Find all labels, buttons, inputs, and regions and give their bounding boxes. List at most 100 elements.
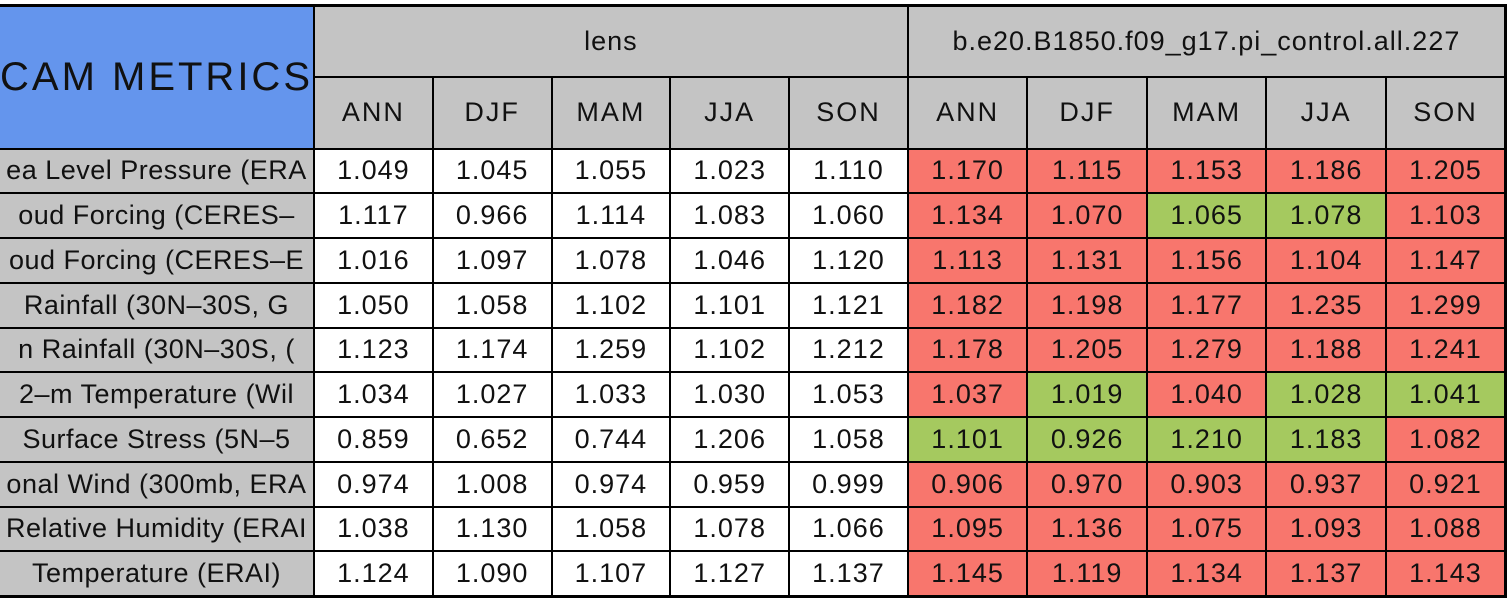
metric-value-cell: 1.198 — [1026, 281, 1148, 329]
metric-value-cell: 1.102 — [669, 326, 791, 374]
metric-value-cell: 0.903 — [1145, 460, 1268, 508]
metric-value-cell: 1.205 — [1384, 147, 1507, 195]
metric-value-cell: 1.121 — [788, 281, 909, 329]
metric-value-cell: 1.033 — [550, 371, 672, 418]
season-header-jja-control: JJA — [1265, 75, 1387, 150]
season-header-jja-lens: JJA — [669, 75, 791, 150]
metric-value-cell: 1.136 — [1026, 505, 1148, 553]
metric-value-cell: 1.101 — [906, 416, 1029, 463]
season-header-djf-lens: DJF — [431, 75, 553, 150]
table-row: Relative Humidity (ERAI 1.038 1.130 1.058 1.… — [0, 505, 1507, 553]
metric-value-cell: 1.183 — [1265, 416, 1387, 463]
metric-value-cell: 0.999 — [788, 460, 909, 508]
metric-value-cell: 1.060 — [788, 192, 909, 239]
metric-value-cell: 1.210 — [1145, 416, 1268, 463]
metric-value-cell: 0.744 — [550, 416, 672, 463]
metric-value-cell: 1.119 — [1026, 550, 1148, 597]
metric-value-cell: 1.206 — [669, 416, 791, 463]
metric-row-label: Rainfall (30N–30S, G — [0, 281, 315, 329]
metric-row-label: oud Forcing (CERES– — [0, 192, 315, 239]
metric-value-cell: 1.078 — [669, 505, 791, 553]
metric-value-cell: 1.055 — [550, 147, 672, 195]
metric-value-cell: 1.053 — [788, 371, 909, 418]
metric-value-cell: 1.095 — [906, 505, 1029, 553]
metric-value-cell: 1.241 — [1384, 326, 1507, 374]
metric-value-cell: 1.093 — [1265, 505, 1387, 553]
metric-row-label: n Rainfall (30N–30S, ( — [0, 326, 315, 374]
metric-value-cell: 1.065 — [1145, 192, 1268, 239]
table-row: oud Forcing (CERES– 1.117 0.966 1.114 1.083 1… — [0, 192, 1507, 239]
season-header-row: ANN DJF MAM JJA SON ANN DJF MAM JJA SON — [0, 75, 1507, 150]
season-header-mam-lens: MAM — [550, 75, 672, 150]
season-header-mam-control: MAM — [1145, 75, 1268, 150]
metric-value-cell: 1.182 — [906, 281, 1029, 329]
metrics-table-body: ea Level Pressure (ERA 1.049 1.045 1.055 1.0… — [0, 147, 1507, 597]
season-header-son-lens: SON — [788, 75, 909, 150]
metric-value-cell: 1.066 — [788, 505, 909, 553]
metric-value-cell: 0.974 — [550, 460, 672, 508]
metric-value-cell: 1.016 — [313, 237, 434, 284]
metric-row-label: Surface Stress (5N–5 — [0, 416, 315, 463]
table-row: 2–m Temperature (Wil 1.034 1.027 1.033 1.030… — [0, 371, 1507, 418]
metric-value-cell: 1.123 — [313, 326, 434, 374]
metric-value-cell: 1.113 — [906, 237, 1029, 284]
metric-value-cell: 1.279 — [1145, 326, 1268, 374]
metric-value-cell: 1.235 — [1265, 281, 1387, 329]
metric-value-cell: 1.114 — [550, 192, 672, 239]
metric-value-cell: 1.110 — [788, 147, 909, 195]
metric-value-cell: 1.058 — [431, 281, 553, 329]
metric-value-cell: 0.937 — [1265, 460, 1387, 508]
metric-value-cell: 1.127 — [669, 550, 791, 597]
metric-value-cell: 1.088 — [1384, 505, 1507, 553]
metric-value-cell: 1.019 — [1026, 371, 1148, 418]
metric-row-label: oud Forcing (CERES–E — [0, 237, 315, 284]
metric-value-cell: 1.174 — [431, 326, 553, 374]
metric-value-cell: 1.046 — [669, 237, 791, 284]
metric-value-cell: 1.147 — [1384, 237, 1507, 284]
metric-value-cell: 1.170 — [906, 147, 1029, 195]
metric-value-cell: 1.030 — [669, 371, 791, 418]
table-title-cell: CAM METRICS — [0, 4, 315, 150]
table-row: n Rainfall (30N–30S, (1.123 1.174 1.259 1.1… — [0, 326, 1507, 374]
season-header-ann-control: ANN — [906, 75, 1029, 150]
metric-value-cell: 0.906 — [906, 460, 1029, 508]
metric-row-label: ea Level Pressure (ERA — [0, 147, 315, 195]
metric-value-cell: 1.058 — [788, 416, 909, 463]
metric-value-cell: 1.078 — [550, 237, 672, 284]
metric-value-cell: 1.103 — [1384, 192, 1507, 239]
metric-row-label: Temperature (ERAI) — [0, 550, 315, 597]
metric-value-cell: 0.652 — [431, 416, 553, 463]
season-header-son-control: SON — [1384, 75, 1507, 150]
group-header-row: CAM METRICS lens b.e20.B1850.f09_g17.pi_… — [0, 4, 1507, 150]
metric-value-cell: 1.049 — [313, 147, 434, 195]
metric-value-cell: 0.859 — [313, 416, 434, 463]
metric-value-cell: 1.038 — [313, 505, 434, 553]
metric-value-cell: 1.120 — [788, 237, 909, 284]
metric-value-cell: 1.134 — [906, 192, 1029, 239]
metric-value-cell: 1.145 — [906, 550, 1029, 597]
metric-value-cell: 1.075 — [1145, 505, 1268, 553]
metric-value-cell: 1.104 — [1265, 237, 1387, 284]
metric-value-cell: 1.134 — [1145, 550, 1268, 597]
metric-value-cell: 1.259 — [550, 326, 672, 374]
metric-value-cell: 1.040 — [1145, 371, 1268, 418]
table-row: ea Level Pressure (ERA 1.049 1.045 1.055 1.0… — [0, 147, 1507, 195]
metric-value-cell: 1.058 — [550, 505, 672, 553]
metric-value-cell: 1.050 — [313, 281, 434, 329]
metric-value-cell: 1.137 — [788, 550, 909, 597]
table-row: Rainfall (30N–30S, G 1.050 1.058 1.102 1.101… — [0, 281, 1507, 329]
metric-value-cell: 1.078 — [1265, 192, 1387, 239]
metric-row-label: 2–m Temperature (Wil — [0, 371, 315, 418]
metric-value-cell: 0.921 — [1384, 460, 1507, 508]
metric-value-cell: 1.045 — [431, 147, 553, 195]
cam-metrics-table: CAM METRICS lens b.e20.B1850.f09_g17.pi_… — [0, 4, 1507, 598]
metric-value-cell: 1.153 — [1145, 147, 1268, 195]
metric-value-cell: 1.082 — [1384, 416, 1507, 463]
metric-value-cell: 1.107 — [550, 550, 672, 597]
metric-value-cell: 1.124 — [313, 550, 434, 597]
metric-value-cell: 1.130 — [431, 505, 553, 553]
metric-value-cell: 1.188 — [1265, 326, 1387, 374]
metric-value-cell: 1.070 — [1026, 192, 1148, 239]
metric-value-cell: 0.974 — [313, 460, 434, 508]
metric-value-cell: 0.970 — [1026, 460, 1148, 508]
